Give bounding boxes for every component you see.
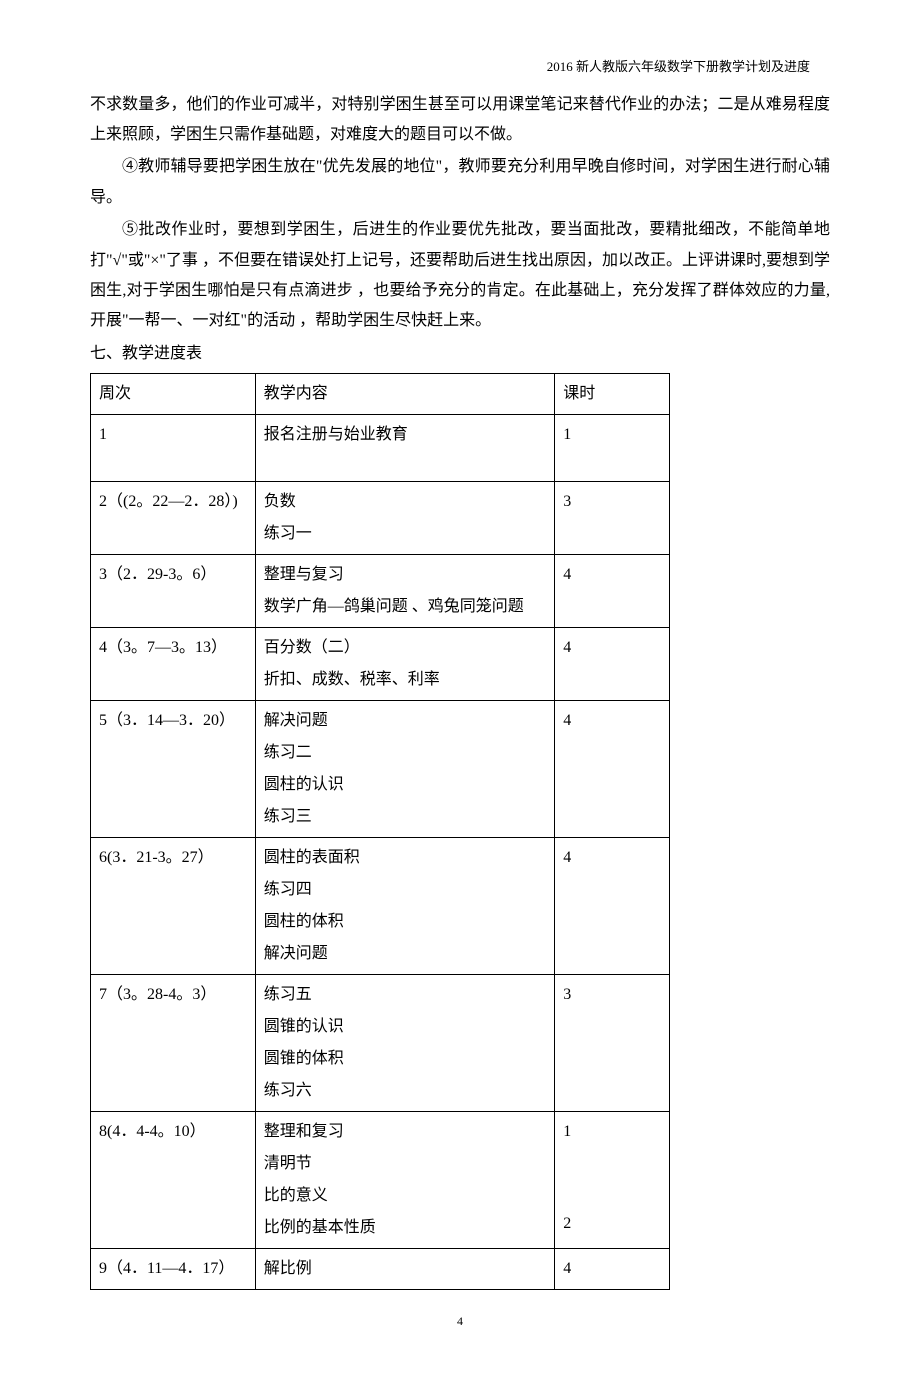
header-content: 教学内容 [255, 374, 554, 415]
cell-hours: 4 [555, 701, 670, 838]
table-row: 7（3。28-4。3） 练习五圆锥的认识圆锥的体积练习六 3 [91, 975, 670, 1112]
cell-hours: 3 [555, 482, 670, 555]
table-row: 4（3。7—3。13） 百分数（二）折扣、成数、税率、利率 4 [91, 628, 670, 701]
cell-content: 解比例 [255, 1249, 554, 1290]
cell-content: 圆柱的表面积练习四圆柱的体积解决问题 [255, 838, 554, 975]
paragraph-2: ④教师辅导要把学困生放在"优先发展的地位"，教师要充分利用早晚自修时间，对学困生… [90, 152, 830, 213]
cell-week: 5（3．14—3．20） [91, 701, 256, 838]
cell-week: 2（(2。22—2．28）) [91, 482, 256, 555]
cell-content: 解决问题练习二圆柱的认识练习三 [255, 701, 554, 838]
hours-top: 1 [563, 1116, 661, 1148]
table-row: 3（2．29-3。6） 整理与复习数学广角—鸽巢问题 、鸡兔同笼问题 4 [91, 555, 670, 628]
cell-content: 报名注册与始业教育 [255, 415, 554, 482]
table-row: 9（4．11—4．17） 解比例 4 [91, 1249, 670, 1290]
table-row: 6(3．21-3。27） 圆柱的表面积练习四圆柱的体积解决问题 4 [91, 838, 670, 975]
cell-week: 9（4．11—4．17） [91, 1249, 256, 1290]
table-row: 8(4．4-4。10） 整理和复习清明节比的意义比例的基本性质 1 2 [91, 1112, 670, 1249]
cell-content: 百分数（二）折扣、成数、税率、利率 [255, 628, 554, 701]
document-header: 2016 新人教版六年级数学下册教学计划及进度 [90, 55, 830, 80]
table-row: 2（(2。22—2．28）) 负数练习一 3 [91, 482, 670, 555]
paragraph-3: ⑤批改作业时，要想到学困生，后进生的作业要优先批改，要当面批改，要精批细改，不能… [90, 215, 830, 337]
cell-hours: 4 [555, 555, 670, 628]
table-row: 1 报名注册与始业教育 1 [91, 415, 670, 482]
cell-hours: 1 2 [555, 1112, 670, 1249]
cell-hours: 4 [555, 1249, 670, 1290]
cell-hours: 1 [555, 415, 670, 482]
hours-bottom: 2 [563, 1208, 661, 1240]
cell-week: 3（2．29-3。6） [91, 555, 256, 628]
paragraph-1: 不求数量多，他们的作业可减半，对特别学困生甚至可以用课堂笔记来替代作业的办法；二… [90, 90, 830, 151]
header-week: 周次 [91, 374, 256, 415]
section-title: 七、教学进度表 [90, 339, 830, 369]
cell-content: 整理与复习数学广角—鸽巢问题 、鸡兔同笼问题 [255, 555, 554, 628]
cell-hours: 4 [555, 628, 670, 701]
header-hours: 课时 [555, 374, 670, 415]
cell-week: 1 [91, 415, 256, 482]
schedule-table: 周次 教学内容 课时 1 报名注册与始业教育 1 2（(2。22—2．28）) … [90, 373, 670, 1290]
cell-content: 整理和复习清明节比的意义比例的基本性质 [255, 1112, 554, 1249]
cell-content: 负数练习一 [255, 482, 554, 555]
cell-week: 6(3．21-3。27） [91, 838, 256, 975]
cell-week: 7（3。28-4。3） [91, 975, 256, 1112]
cell-week: 8(4．4-4。10） [91, 1112, 256, 1249]
page-number: 4 [90, 1310, 830, 1333]
cell-hours: 3 [555, 975, 670, 1112]
table-row: 5（3．14—3．20） 解决问题练习二圆柱的认识练习三 4 [91, 701, 670, 838]
cell-week: 4（3。7—3。13） [91, 628, 256, 701]
cell-content: 练习五圆锥的认识圆锥的体积练习六 [255, 975, 554, 1112]
cell-hours: 4 [555, 838, 670, 975]
table-header-row: 周次 教学内容 课时 [91, 374, 670, 415]
